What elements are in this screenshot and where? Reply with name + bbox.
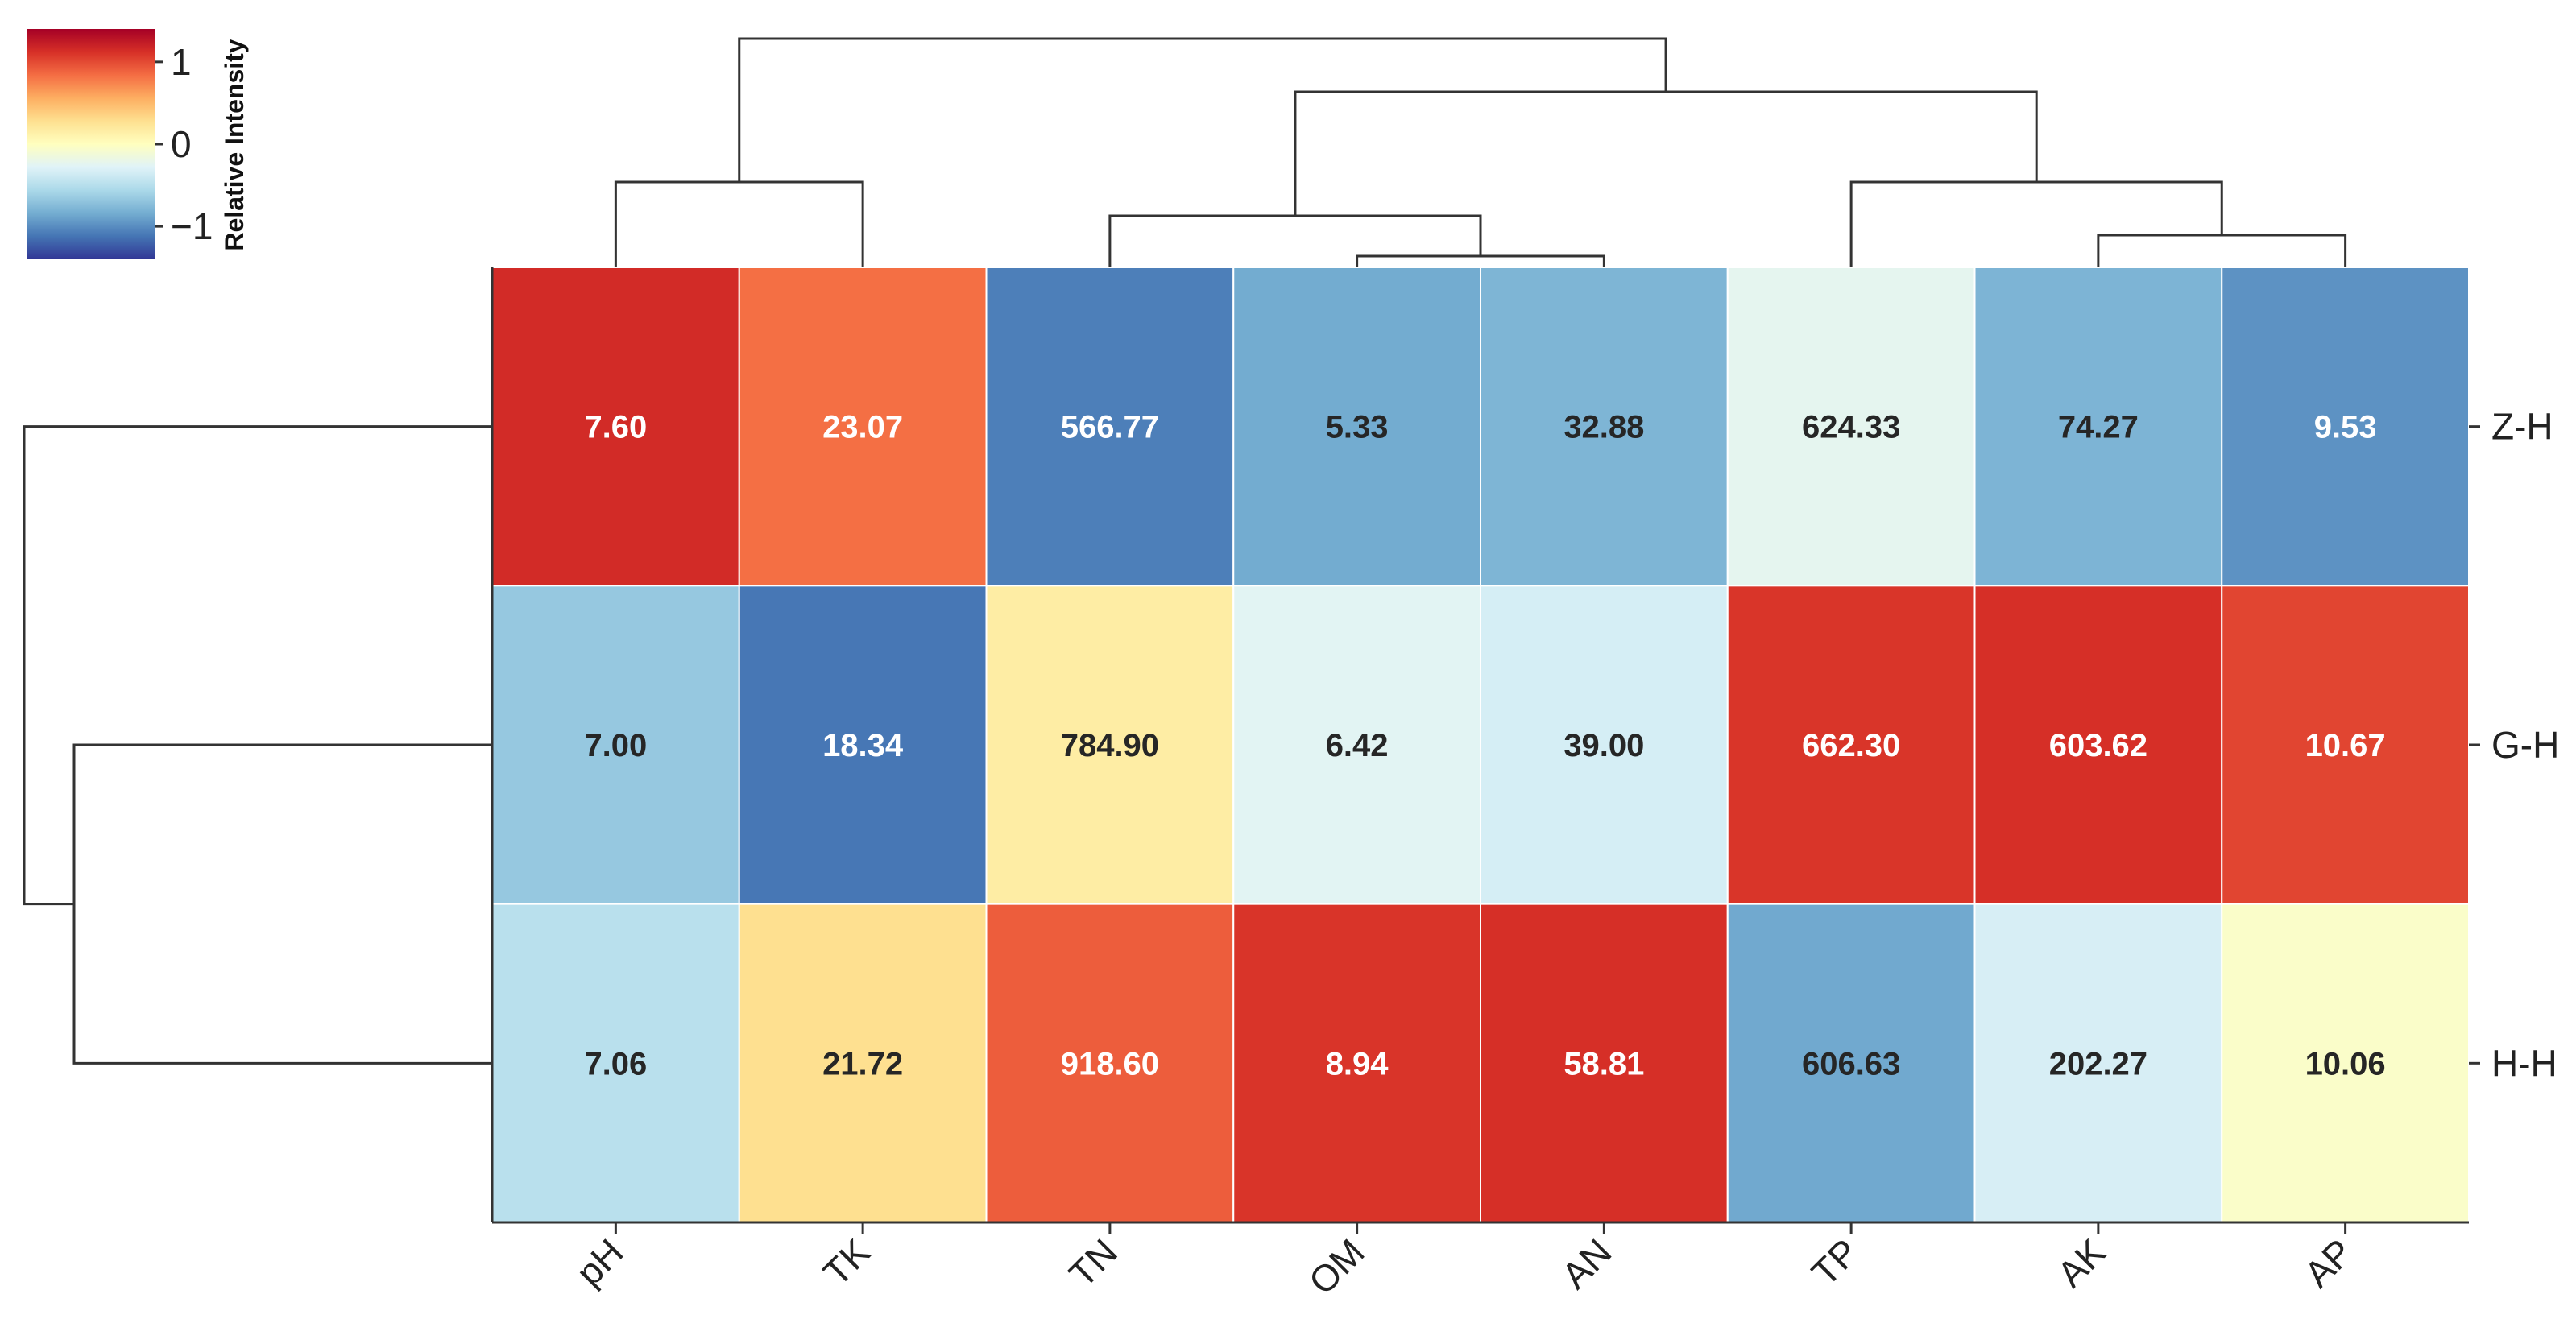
heatmap-cell-value: 9.53 xyxy=(2314,410,2377,445)
colorbar-tick-label: 1 xyxy=(171,41,192,83)
heatmap-cell-value: 918.60 xyxy=(1061,1046,1159,1081)
x-tick-label: TN xyxy=(1061,1230,1125,1295)
heatmap-cell xyxy=(1232,903,1481,1223)
colorbar: 1 0 −1 Relative Intensity xyxy=(27,29,249,259)
heatmap-cell xyxy=(491,267,740,587)
x-tick-label: TP xyxy=(1804,1230,1866,1293)
heatmap-cell xyxy=(1726,585,1976,905)
heatmap-cell-value: 32.88 xyxy=(1563,410,1644,445)
dendrogram-link xyxy=(1294,90,2038,216)
x-axis-ticks: pH TK TN OM AN TP AK AP xyxy=(568,1222,2361,1302)
y-tick-label: G-H xyxy=(2491,724,2559,766)
heatmap-cell-value: 606.63 xyxy=(1802,1046,1900,1081)
dendrogram-link xyxy=(1849,180,2223,267)
heatmap-cell xyxy=(1232,267,1481,587)
heatmap-cell-value: 202.27 xyxy=(2049,1046,2147,1081)
heatmap-cell-value: 7.00 xyxy=(584,728,647,763)
y-tick-label: Z-H xyxy=(2491,406,2553,448)
colorbar-gradient xyxy=(27,29,155,259)
heatmap-cell xyxy=(738,585,988,905)
heatmap-cell xyxy=(1973,903,2223,1223)
y-tick-label: H-H xyxy=(2491,1042,2557,1084)
heatmap-cell-value: 10.67 xyxy=(2305,728,2386,763)
x-tick-label: AP xyxy=(2296,1230,2361,1295)
heatmap-cell-value: 18.34 xyxy=(822,728,904,763)
x-tick-label: AN xyxy=(1553,1230,1619,1296)
heatmap-cell-value: 21.72 xyxy=(822,1046,903,1081)
x-tick-label: TK xyxy=(815,1230,879,1294)
heatmap-cell xyxy=(1726,267,1976,587)
heatmap-cell-value: 662.30 xyxy=(1802,728,1900,763)
y-axis-ticks: Z-H G-H H-H xyxy=(2469,406,2559,1084)
heatmap-cell xyxy=(1232,585,1481,905)
heatmap-cell-value: 5.33 xyxy=(1326,410,1389,445)
heatmap-cell xyxy=(2221,267,2470,587)
heatmap-cell-value: 7.60 xyxy=(584,410,647,445)
colorbar-label: Relative Intensity xyxy=(220,39,249,250)
x-tick-label: OM xyxy=(1301,1230,1373,1302)
heatmap-cell xyxy=(1973,267,2223,587)
heatmap-cell-value: 58.81 xyxy=(1563,1046,1644,1081)
x-tick-label: pH xyxy=(568,1230,631,1293)
dendrogram-link xyxy=(738,37,1667,182)
heatmap-cell xyxy=(491,903,740,1223)
colorbar-tick-label: −1 xyxy=(171,205,213,247)
heatmap-cell xyxy=(491,585,740,905)
dendrogram-link xyxy=(23,425,492,906)
colorbar-tick-label: 0 xyxy=(171,123,192,165)
heatmap-cell xyxy=(1480,585,1729,905)
heatmap-cell-value: 39.00 xyxy=(1563,728,1644,763)
heatmap-cell-value: 74.27 xyxy=(2058,410,2139,445)
heatmap-cell xyxy=(985,903,1235,1223)
column-dendrogram xyxy=(614,37,2347,267)
heatmap-cell-value: 8.94 xyxy=(1326,1046,1389,1081)
heatmap-cell-value: 784.90 xyxy=(1061,728,1159,763)
heatmap-cell xyxy=(1480,903,1729,1223)
heatmap-cell xyxy=(738,267,988,587)
heatmap-cell-value: 10.06 xyxy=(2305,1046,2386,1081)
heatmap-cell xyxy=(1726,903,1976,1223)
x-tick-label: AK xyxy=(2049,1230,2114,1295)
heatmap-cell xyxy=(738,903,988,1223)
heatmap-cells: 7.60 23.07 566.77 5.33 32.88 624.33 74.27 9.53 7… xyxy=(491,267,2470,1223)
dendrogram-link xyxy=(614,180,864,267)
dendrogram-link xyxy=(2097,234,2347,267)
heatmap-cell-value: 566.77 xyxy=(1061,410,1159,445)
dendrogram-link xyxy=(1356,254,1605,267)
heatmap-cell xyxy=(2221,585,2470,905)
heatmap-axes xyxy=(491,267,2469,1224)
row-dendrogram xyxy=(23,425,492,1065)
heatmap-cell xyxy=(985,267,1235,587)
heatmap-cell-value: 23.07 xyxy=(822,410,903,445)
heatmap-cell-value: 7.06 xyxy=(584,1046,647,1081)
dendrogram-link xyxy=(1108,214,1482,267)
heatmap-cell xyxy=(1973,585,2223,905)
colorbar-ticks: 1 0 −1 xyxy=(155,41,213,247)
heatmap-cell-value: 6.42 xyxy=(1326,728,1389,763)
heatmap-cell xyxy=(2221,903,2470,1223)
heatmap-cell-value: 624.33 xyxy=(1802,410,1900,445)
heatmap-cell-value: 603.62 xyxy=(2049,728,2147,763)
dendrogram-link xyxy=(72,743,492,1065)
